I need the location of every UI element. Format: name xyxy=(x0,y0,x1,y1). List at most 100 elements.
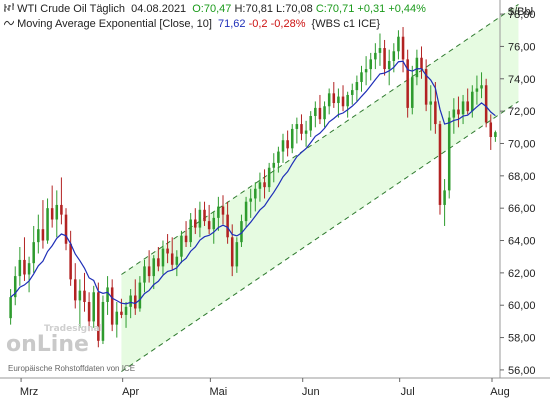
candle-body xyxy=(267,167,271,188)
indicator-percent: -0,28% xyxy=(270,18,306,30)
candle-body xyxy=(134,295,137,309)
candle-body xyxy=(189,219,192,243)
candle-body xyxy=(475,88,479,92)
candle-body xyxy=(355,82,359,91)
candle-body xyxy=(221,206,225,215)
y-tick-label: 68,00 xyxy=(508,171,536,183)
candle-body xyxy=(281,140,285,152)
candle-body xyxy=(397,36,400,52)
candle-body xyxy=(447,117,451,191)
candle-body xyxy=(166,248,169,254)
candle-body xyxy=(110,287,114,325)
y-tick-label: 72,00 xyxy=(508,106,536,118)
candle-body xyxy=(32,242,35,264)
candle-body xyxy=(443,190,446,205)
candle-body xyxy=(161,248,165,267)
x-tick-label: Aug xyxy=(490,386,510,398)
candle-body xyxy=(203,209,206,222)
candle-body xyxy=(263,182,266,188)
candle-body xyxy=(332,93,336,104)
indicator-value: 71,62 xyxy=(218,18,246,30)
change-value: +0,31 xyxy=(357,3,386,15)
candle-body xyxy=(461,101,465,115)
channel-upper-line xyxy=(121,3,519,275)
candle-body xyxy=(120,311,123,315)
logo-title: onLine xyxy=(6,332,89,357)
candle-body xyxy=(286,140,289,149)
candle-body xyxy=(64,214,68,244)
candle-body xyxy=(115,311,119,325)
y-tick-label: 56,00 xyxy=(508,365,536,377)
candle-body xyxy=(230,237,234,267)
candle-body xyxy=(249,198,252,202)
y-tick-label: 58,00 xyxy=(508,333,536,345)
y-tick-label: 64,00 xyxy=(508,236,536,248)
candle-body xyxy=(254,188,257,199)
instrument-name: WTI Crude Oil Täglich xyxy=(17,3,126,15)
candle-body xyxy=(300,124,303,134)
x-tick-label: Mrz xyxy=(20,386,38,398)
indicator-change: -0,2 xyxy=(248,18,268,30)
open-value: O:70,47 xyxy=(192,3,232,15)
candle-body xyxy=(304,130,308,134)
close-value: C:70,71 xyxy=(315,3,355,15)
candle-body xyxy=(401,36,405,60)
candle-body xyxy=(323,106,326,120)
candle-body xyxy=(147,266,151,277)
candle-body xyxy=(277,151,280,163)
candle-body xyxy=(452,109,456,118)
candle-body xyxy=(466,101,469,112)
candle-body xyxy=(152,258,156,277)
candle-body xyxy=(415,57,419,78)
candle-body xyxy=(69,243,72,280)
change-percent: +0,44% xyxy=(388,3,426,15)
x-tick-label: Jul xyxy=(401,386,415,398)
candle-body xyxy=(429,101,433,105)
candle-body xyxy=(129,295,132,307)
header-line-1: WTI Crude Oil Täglich 04.08.2021 O:70,47… xyxy=(4,3,426,15)
candle-body xyxy=(457,109,460,115)
x-tick-label: Apr xyxy=(122,386,139,398)
y-axis-unit: $/Bbl xyxy=(508,6,533,18)
candle-body xyxy=(55,204,59,220)
candle-body xyxy=(13,276,17,298)
candle-body xyxy=(194,219,197,228)
data-source-note: Europäische Rohstoffdaten von ICE xyxy=(8,364,136,373)
candle-body xyxy=(143,266,146,283)
candle-body xyxy=(18,259,22,277)
candle-body xyxy=(420,57,423,70)
candle-body xyxy=(364,69,368,73)
data-source: {WBS c1 ICE} xyxy=(311,18,381,30)
candle-body xyxy=(484,85,488,123)
candle-body xyxy=(97,292,100,341)
x-tick-label: Mai xyxy=(210,386,228,398)
candle-body xyxy=(157,258,160,267)
indicator-icon xyxy=(4,18,14,28)
candle-body xyxy=(346,94,349,107)
candle-body xyxy=(23,259,26,275)
candle-body xyxy=(212,217,216,230)
candle-body xyxy=(198,209,202,228)
candle-body xyxy=(350,90,354,95)
low-value: L:70,08 xyxy=(276,3,313,15)
candle-body xyxy=(60,204,63,215)
y-tick-label: 74,00 xyxy=(508,74,536,86)
candle-body xyxy=(235,242,239,267)
candle-body xyxy=(383,48,386,70)
candle-body xyxy=(207,221,211,230)
y-tick-label: 78,00 xyxy=(508,9,536,21)
candle-body xyxy=(434,101,437,125)
watermark-logo: Tradesignal onLine xyxy=(6,324,103,358)
y-tick-label: 60,00 xyxy=(508,300,536,312)
candle-body xyxy=(494,132,497,138)
bar-date: 04.08.2021 xyxy=(131,3,187,15)
candle-body xyxy=(180,235,183,257)
candle-body xyxy=(9,297,12,319)
candle-body xyxy=(374,52,377,60)
candle-body xyxy=(489,122,493,138)
candle-body xyxy=(124,306,128,315)
candle-body xyxy=(290,128,294,149)
candle-body xyxy=(378,48,382,53)
candle-body xyxy=(138,282,142,309)
